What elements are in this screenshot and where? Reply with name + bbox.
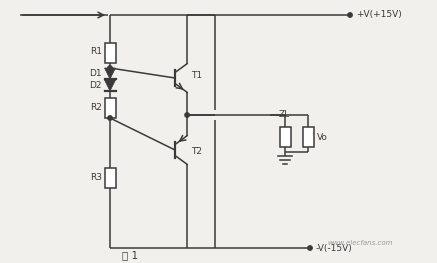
Circle shape — [308, 246, 312, 250]
Circle shape — [348, 13, 352, 17]
Text: 图 1: 图 1 — [122, 250, 138, 260]
Circle shape — [108, 116, 112, 120]
Text: R2: R2 — [90, 104, 102, 113]
Text: www.elecfans.com: www.elecfans.com — [327, 240, 393, 246]
Bar — [104, 43, 115, 63]
Text: R1: R1 — [90, 47, 102, 55]
Text: R3: R3 — [90, 174, 102, 183]
Text: ZL: ZL — [278, 110, 290, 119]
Text: T2: T2 — [191, 148, 202, 156]
Text: D1: D1 — [90, 68, 102, 78]
Circle shape — [108, 66, 112, 70]
Text: T1: T1 — [191, 72, 202, 80]
Text: +V(+15V): +V(+15V) — [356, 11, 402, 19]
Bar — [104, 168, 115, 188]
Polygon shape — [104, 80, 115, 91]
Text: D2: D2 — [90, 80, 102, 89]
Text: Vo: Vo — [317, 133, 328, 141]
Bar — [280, 127, 291, 147]
Text: -V(-15V): -V(-15V) — [316, 244, 353, 252]
Bar — [104, 98, 115, 118]
Polygon shape — [104, 68, 115, 79]
Circle shape — [185, 113, 189, 117]
Bar — [302, 127, 313, 147]
